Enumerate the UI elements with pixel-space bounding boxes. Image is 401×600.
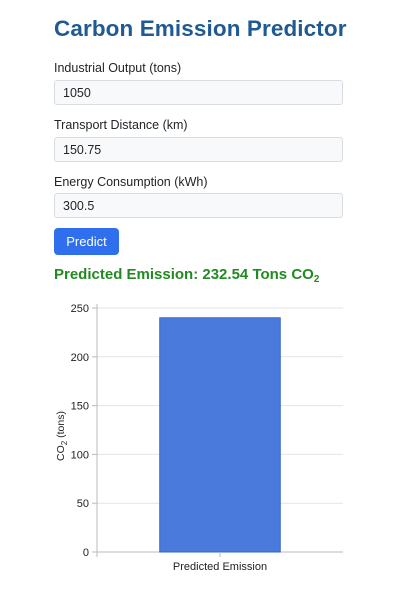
chart-bars <box>159 317 281 553</box>
energy-consumption-input[interactable] <box>54 193 343 218</box>
industrial-output-input[interactable] <box>54 80 343 105</box>
bar-predicted-emission <box>159 317 281 553</box>
result-value: 232.54 <box>202 266 249 283</box>
y-axis-title: CO2 (tons) <box>55 411 69 461</box>
x-tick-label: Predicted Emission <box>173 561 267 573</box>
y-axis-title-suffix: (tons) <box>55 411 67 441</box>
emission-bar-chart: 0 50 100 150 200 250 Predicted Emission CO2 (… <box>55 303 343 573</box>
y-axis-title-subscript: 2 <box>60 440 69 445</box>
y-tick-label: 100 <box>71 449 89 461</box>
industrial-output-label: Industrial Output (tons) <box>54 61 182 75</box>
y-tick-label: 0 <box>83 547 89 559</box>
x-axis-ticks: Predicted Emission <box>173 552 267 573</box>
energy-consumption-label: Energy Consumption (kWh) <box>54 175 208 189</box>
transport-distance-label: Transport Distance (km) <box>54 118 188 132</box>
y-tick-label: 250 <box>71 303 89 315</box>
result-prefix: Predicted Emission: <box>54 266 203 283</box>
y-axis-ticks: 0 50 100 150 200 250 <box>71 303 97 559</box>
y-tick-label: 200 <box>71 352 89 364</box>
predicted-emission-result: Predicted Emission: 232.54 Tons CO2 <box>54 266 319 285</box>
y-axis-title-text: CO <box>55 445 67 461</box>
page-title: Carbon Emission Predictor <box>54 16 347 41</box>
y-tick-label: 150 <box>71 401 89 413</box>
result-unit-subscript: 2 <box>313 274 320 285</box>
result-unit: Tons CO <box>252 266 314 283</box>
y-tick-label: 50 <box>77 498 89 510</box>
transport-distance-input[interactable] <box>54 137 343 162</box>
predict-button[interactable]: Predict <box>54 228 119 255</box>
